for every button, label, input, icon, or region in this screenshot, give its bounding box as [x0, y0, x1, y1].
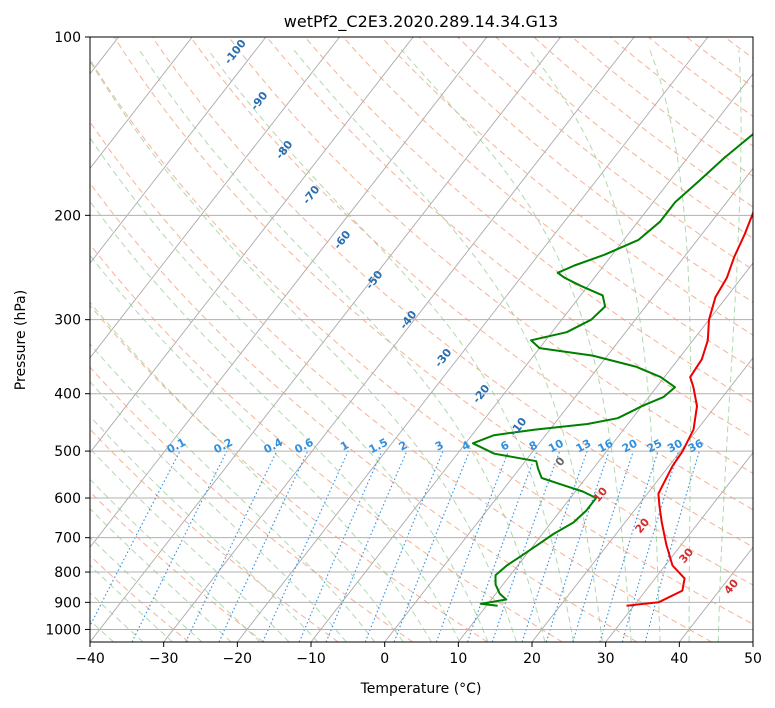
temperature-line — [626, 210, 753, 607]
isotherm-line — [531, 357, 753, 642]
dewpoint-line — [471, 132, 753, 607]
isotherm-line — [90, 37, 193, 170]
isotherm-line — [236, 37, 709, 642]
mixing-ratio-line — [521, 450, 588, 642]
dry-adiabat-line — [151, 37, 753, 548]
moist-adiabat-line — [90, 507, 232, 642]
plot-frame — [89, 36, 754, 643]
y-tick-label: 800 — [54, 565, 81, 581]
moist-adiabat-line — [649, 49, 692, 642]
y-tick-label: 700 — [54, 531, 81, 547]
moist-adiabat-line — [90, 536, 203, 642]
x-tick-label: 0 — [380, 651, 389, 667]
y-tick-label: 900 — [54, 595, 81, 611]
dry-adiabat-line — [90, 58, 753, 625]
y-axis: 100 200 300 400 500 600 700 800 900 1000 — [45, 30, 90, 638]
mixing-ratio-line — [572, 450, 634, 642]
y-tick-label: 1000 — [45, 622, 81, 638]
mixing-ratio-line — [621, 450, 680, 642]
dry-adiabat-line — [380, 37, 753, 336]
x-tick-label: −40 — [75, 651, 105, 667]
mixing-ratio-line — [545, 450, 610, 642]
mixing-ratio-label: 13 — [574, 437, 594, 456]
y-tick-label: 600 — [54, 491, 81, 507]
x-tick-label: 50 — [744, 651, 762, 667]
moist-adiabat-line — [90, 137, 489, 642]
background-lines — [90, 37, 753, 642]
isotherm-line — [90, 37, 561, 642]
mixing-ratio-label: 25 — [645, 437, 665, 456]
mixing-ratio-label: 10 — [546, 437, 566, 456]
dry-adiabat-line — [495, 37, 753, 239]
x-tick-label: −10 — [296, 651, 326, 667]
x-tick-label: −20 — [223, 651, 253, 667]
y-tick-label: 300 — [54, 313, 81, 329]
moist-adiabat-line — [90, 478, 261, 642]
y-axis-label: Pressure (hPa) — [13, 290, 29, 390]
moist-adiabat-line — [90, 592, 144, 642]
moist-adiabat-line — [293, 49, 603, 642]
mixing-ratio-line — [262, 450, 349, 642]
isotherm-line — [90, 37, 414, 454]
mixing-ratio-line — [185, 450, 278, 642]
y-tick-label: 400 — [54, 387, 81, 403]
mixing-ratio-label: 20 — [620, 437, 640, 456]
x-tick-label: 30 — [597, 651, 615, 667]
pressure-gridlines — [90, 37, 753, 630]
moist-adiabat-line — [90, 447, 290, 642]
moist-adiabat-line — [528, 49, 661, 642]
dry-adiabat-line — [90, 428, 339, 642]
y-tick-label: 500 — [54, 444, 81, 460]
chart-title: wetPf2_C2E3.2020.289.14.34.G13 — [284, 12, 558, 32]
y-tick-label: 200 — [54, 208, 81, 224]
moist-adiabat-line — [138, 49, 546, 642]
dry-adiabat-line — [457, 37, 753, 271]
x-tick-label: 20 — [523, 651, 541, 667]
moist-adiabat-line — [207, 49, 575, 642]
isotherm-line — [310, 73, 753, 642]
moist-adiabat-line — [90, 301, 404, 642]
dry-adiabat-line — [90, 243, 563, 642]
moist-adiabat-line — [90, 564, 173, 642]
mixing-ratio-label: 30 — [665, 437, 685, 456]
mixing-ratio-line — [466, 450, 538, 642]
isotherm-line — [384, 167, 753, 642]
mixing-ratio-line — [644, 450, 700, 642]
dry-adiabat-line — [266, 37, 753, 439]
mixing-ratio-label: 16 — [596, 437, 616, 456]
dry-adiabat-line — [419, 37, 753, 303]
moist-adiabat-line — [90, 343, 376, 642]
isotherm-line — [90, 37, 488, 548]
isotherm-line — [90, 37, 267, 264]
dry-adiabat-line — [342, 37, 753, 370]
dry-adiabat-line — [113, 37, 753, 586]
mixing-ratio-line — [298, 450, 383, 642]
isotherm-line — [457, 262, 753, 642]
mixing-ratio-line — [599, 450, 659, 642]
moist-adiabat-line — [717, 49, 742, 642]
x-tick-label: 40 — [670, 651, 688, 667]
moist-adiabat-line — [400, 49, 632, 642]
dry-adiabat-line — [90, 366, 414, 642]
dry-adiabat-line — [304, 37, 753, 404]
isotherm-line — [90, 37, 340, 359]
isotherm-line — [163, 37, 635, 642]
y-tick-label: 100 — [54, 30, 81, 46]
mixing-ratio-line — [218, 450, 309, 642]
mixing-ratio-label: 36 — [686, 437, 706, 456]
dry-adiabat-line — [190, 37, 753, 511]
x-tick-label: −30 — [149, 651, 179, 667]
x-tick-label: 10 — [449, 651, 467, 667]
data-series — [471, 132, 753, 607]
mixing-ratio-line — [325, 450, 408, 642]
mixing-ratio-line — [491, 450, 561, 642]
dry-adiabat-line — [90, 182, 638, 642]
x-axis: −40 −30 −20 −10 0 10 20 30 40 50 — [75, 642, 762, 667]
isotherm-line — [605, 451, 753, 642]
x-axis-label: Temperature (°C) — [360, 681, 482, 697]
